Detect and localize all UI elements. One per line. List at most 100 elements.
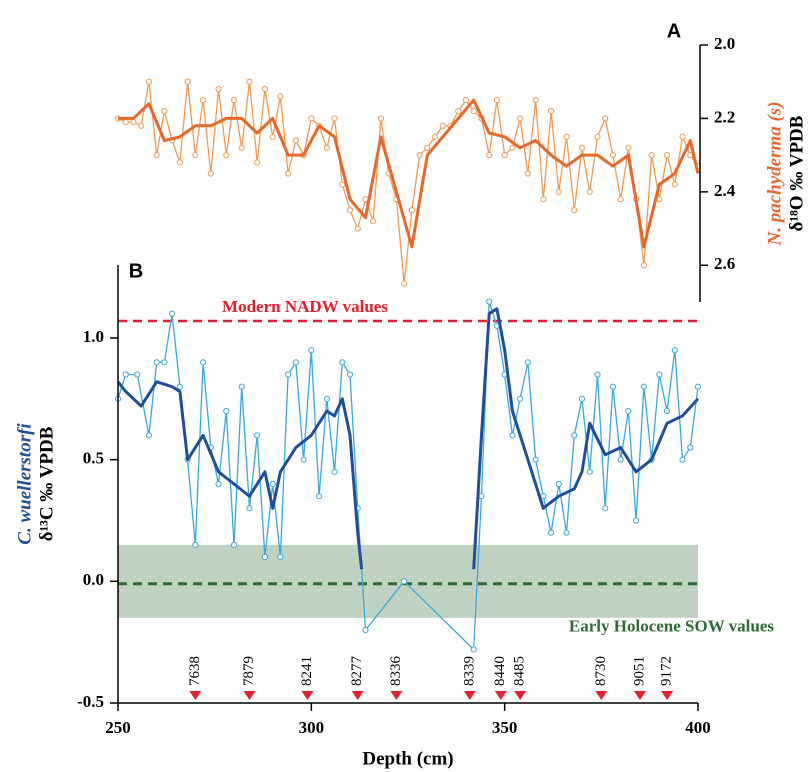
data-point <box>192 541 199 548</box>
data-point <box>462 96 470 104</box>
data-point <box>370 218 377 225</box>
age-marker <box>634 691 646 700</box>
data-point <box>586 188 593 195</box>
data-point <box>547 529 555 536</box>
data-point <box>122 119 129 126</box>
y-tick-label: 2.4 <box>714 181 736 200</box>
data-point <box>261 85 269 93</box>
data-point <box>687 444 694 451</box>
age-marker <box>243 691 256 700</box>
data-point <box>517 115 524 122</box>
age-label: 7638 <box>187 656 203 686</box>
data-point <box>424 144 431 151</box>
data-point <box>323 395 330 402</box>
age-label: 8485 <box>512 656 528 686</box>
data-point <box>207 170 214 177</box>
data-point <box>455 107 462 115</box>
data-point <box>269 480 276 488</box>
data-point <box>161 359 168 366</box>
data-point <box>586 468 593 475</box>
data-point <box>331 115 338 122</box>
data-point <box>308 115 315 122</box>
data-point <box>679 456 686 463</box>
y-tick-label: 0.5 <box>83 449 104 468</box>
data-point <box>594 133 601 140</box>
age-marker <box>301 691 314 700</box>
data-point <box>563 529 570 536</box>
data-point <box>199 359 207 366</box>
age-label: 8241 <box>299 656 315 686</box>
data-point <box>671 347 678 354</box>
data-point <box>246 78 253 85</box>
data-point <box>354 225 361 232</box>
y-tick-label: 2.6 <box>714 254 735 273</box>
data-line <box>116 307 700 570</box>
data-point <box>230 96 238 104</box>
y-axis-title: δ¹³C ‰ VPDB <box>36 426 57 541</box>
data-point <box>238 144 245 151</box>
y-tick-label: -0.5 <box>77 692 104 711</box>
data-point <box>540 196 547 203</box>
data-point <box>161 107 168 115</box>
data-point <box>602 115 609 122</box>
data-point <box>470 646 477 653</box>
x-tick-label: 350 <box>492 718 518 737</box>
data-point <box>277 93 284 100</box>
data-point <box>532 96 539 104</box>
data-point <box>602 505 609 512</box>
data-point <box>547 107 555 115</box>
data-point <box>122 371 129 378</box>
data-point <box>153 152 160 159</box>
data-point <box>640 262 647 269</box>
data-point <box>254 159 261 166</box>
data-point <box>640 383 647 390</box>
data-point <box>138 122 145 129</box>
data-line <box>118 98 700 249</box>
age-marker <box>595 691 608 700</box>
data-point <box>408 207 415 214</box>
data-point <box>517 395 524 402</box>
data-point <box>292 359 299 366</box>
data-point <box>230 541 238 548</box>
data-point <box>663 152 671 159</box>
data-point <box>633 517 640 524</box>
data-point <box>346 371 354 378</box>
data-point <box>532 456 539 463</box>
data-point <box>215 85 222 93</box>
data-point <box>617 196 624 203</box>
data-point <box>215 480 222 488</box>
data-point <box>339 359 346 366</box>
data-point <box>571 432 578 439</box>
y-tick-label: 2.0 <box>714 34 735 53</box>
data-point <box>145 432 153 439</box>
data-point <box>509 144 516 151</box>
data-point <box>254 432 261 439</box>
data-point <box>130 119 137 126</box>
x-axis-title: Depth (cm) <box>362 748 453 769</box>
age-marker <box>463 691 476 700</box>
data-point <box>134 371 141 378</box>
data-point <box>656 371 663 378</box>
data-point <box>377 115 385 122</box>
data-point <box>346 207 354 214</box>
panel-label: B <box>129 260 143 282</box>
data-point <box>292 137 299 144</box>
data-point <box>439 122 446 129</box>
data-point <box>401 280 408 287</box>
age-label: 8730 <box>593 656 609 686</box>
data-point <box>663 407 671 415</box>
y-tick-label: 1.0 <box>83 327 104 346</box>
data-point <box>416 152 423 159</box>
age-marker <box>351 691 364 700</box>
data-point <box>331 468 338 475</box>
age-marker <box>661 691 674 700</box>
y-axis-title-species: N. pachyderma (s) <box>764 101 785 246</box>
data-point <box>169 310 176 317</box>
x-tick-label: 250 <box>105 718 131 737</box>
data-point <box>323 144 330 151</box>
data-point <box>176 383 183 390</box>
data-line <box>117 81 699 285</box>
data-point <box>509 432 516 439</box>
data-point <box>261 553 269 561</box>
